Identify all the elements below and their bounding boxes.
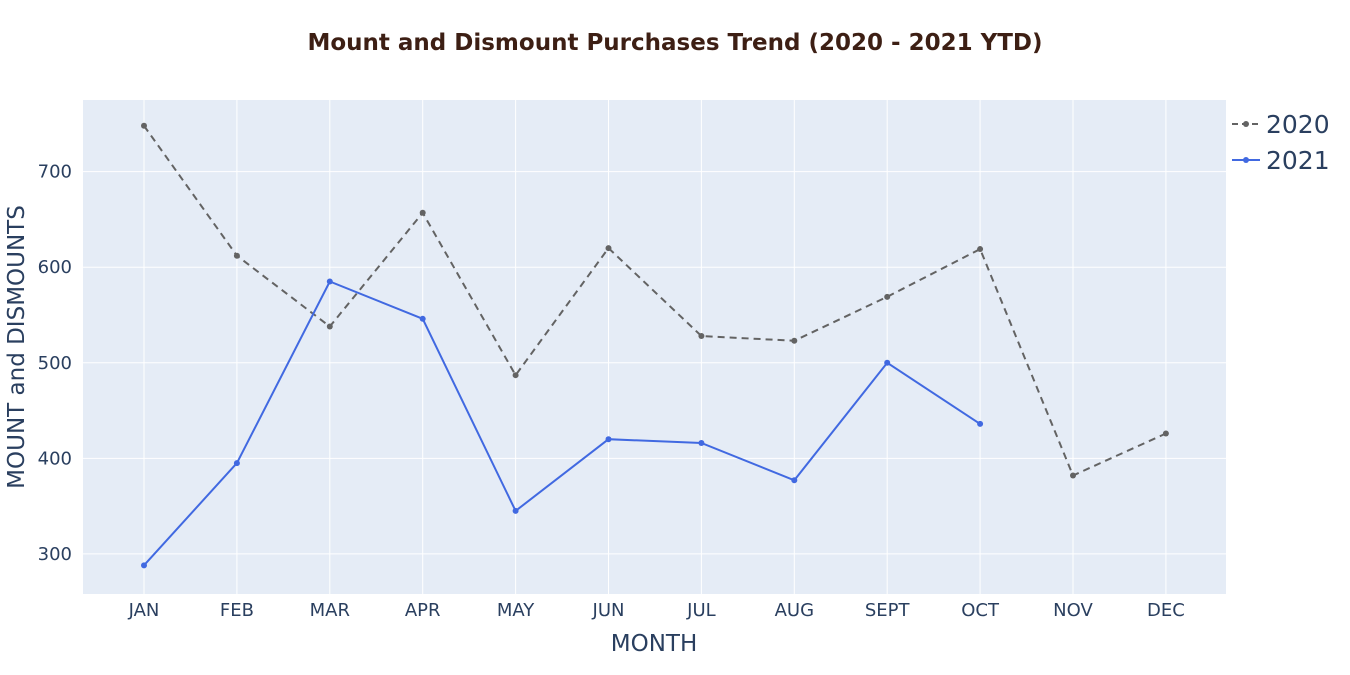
legend-swatch-marker-2020 [1243,121,1249,127]
x-tick-label: JUN [592,600,625,621]
data-point-2020 [791,337,798,344]
series-layer [141,122,1169,569]
data-point-2020 [977,246,984,253]
data-point-2021 [141,562,147,569]
data-point-2020 [233,252,240,259]
data-point-2020 [605,245,612,252]
x-tick-label: AUG [775,600,814,621]
y-tick-label: 500 [38,353,72,374]
data-point-2020 [512,372,519,379]
y-axis-title: MOUNT and DISMOUNTS [4,205,30,489]
x-tick-label: JUL [686,600,716,621]
y-tick-label: 700 [38,162,72,183]
x-tick-label: SEPT [865,600,911,621]
x-tick-label: MAR [310,600,350,621]
x-tick-label: FEB [220,600,254,621]
data-point-2021 [512,507,519,514]
x-tick-label: OCT [961,600,1000,621]
data-point-2020 [1162,430,1169,437]
data-point-2020 [1070,472,1076,479]
grid-layer [83,100,1226,594]
data-point-2021 [977,420,984,427]
data-point-2021 [791,477,798,484]
legend: 2020 2021 [1228,104,1338,182]
data-point-2020 [419,209,426,216]
y-tick-label: 300 [38,544,72,565]
data-point-2020 [141,122,147,129]
series-line-2020 [143,125,1167,477]
data-point-2021 [419,315,426,322]
x-tick-label: JAN [128,600,160,621]
legend-box [1228,104,1338,182]
x-axis-ticks: JAN FEB MAR APR MAY JUN JUL AUG SEPT OCT NOV DEC [128,600,1185,621]
x-tick-label: APR [405,600,441,621]
series-line-2021 [143,280,981,566]
data-point-2020 [884,293,891,300]
x-tick-label: MAY [497,600,535,621]
data-point-2020 [698,333,705,340]
data-point-2020 [326,323,333,330]
y-tick-label: 600 [38,257,72,278]
data-point-2021 [884,359,891,366]
y-tick-label: 400 [38,448,72,469]
x-axis-title: MONTH [611,631,698,657]
legend-label-2020: 2020 [1266,110,1330,139]
data-point-2021 [233,460,240,467]
legend-swatch-marker-2021 [1243,157,1249,163]
legend-label-2021: 2021 [1266,146,1330,175]
chart-title: Mount and Dismount Purchases Trend (2020… [307,30,1042,56]
data-point-2021 [605,436,612,443]
data-point-2021 [698,440,705,447]
x-tick-label: DEC [1147,600,1185,621]
data-point-2021 [326,278,333,285]
x-tick-label: NOV [1053,600,1093,621]
plot-area [83,100,1226,594]
y-axis-ticks: 300 400 500 600 700 [38,162,72,565]
